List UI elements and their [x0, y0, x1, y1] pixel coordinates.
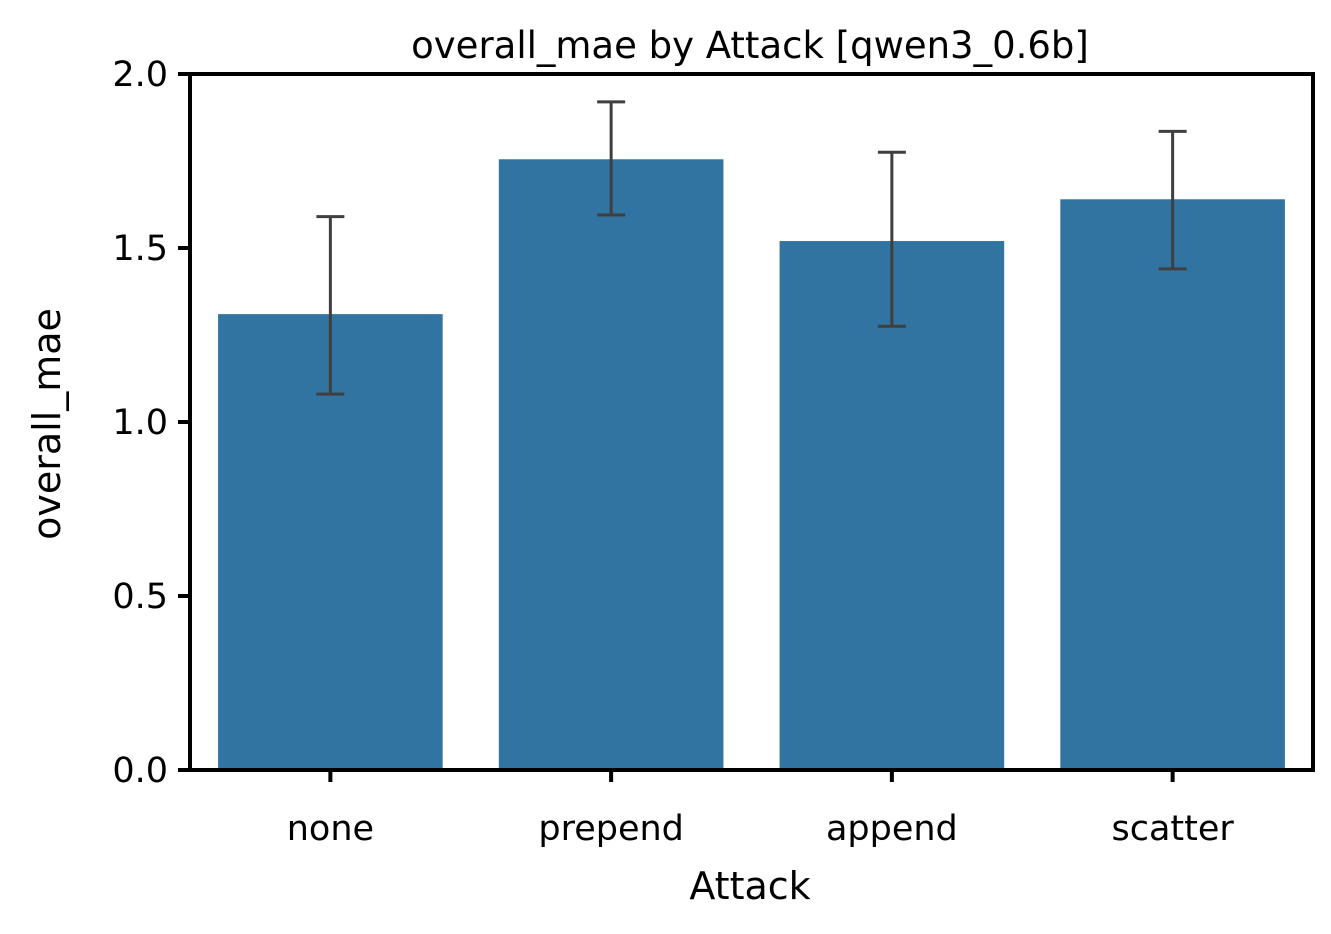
x-tick-label-prepend: prepend: [538, 809, 684, 849]
y-tick-label-1: 0.5: [112, 577, 168, 617]
plot-frame: [188, 72, 1315, 772]
bar-scatter: [1060, 199, 1285, 770]
chart-title: overall_mae by Attack [qwen3_0.6b]: [411, 24, 1089, 67]
y-axis: 0.0 0.5 1.0 1.5 2.0: [112, 55, 190, 791]
bars-group: [218, 159, 1285, 771]
bar-append: [779, 241, 1005, 771]
errorbars-group: [316, 100, 1187, 396]
y-axis-label: overall_mae: [25, 308, 69, 540]
y-tick-label-3: 1.5: [112, 229, 168, 269]
x-axis-label: Attack: [689, 864, 810, 908]
x-tick-label-none: none: [287, 809, 374, 849]
x-axis: none prepend append scatter: [287, 770, 1234, 849]
bar-prepend: [498, 159, 724, 770]
x-tick-label-append: append: [826, 809, 958, 849]
x-tick-label-scatter: scatter: [1111, 809, 1234, 849]
y-tick-label-2: 1.0: [112, 403, 168, 443]
y-tick-label-0: 0.0: [112, 751, 168, 791]
y-tick-label-4: 2.0: [112, 55, 168, 95]
